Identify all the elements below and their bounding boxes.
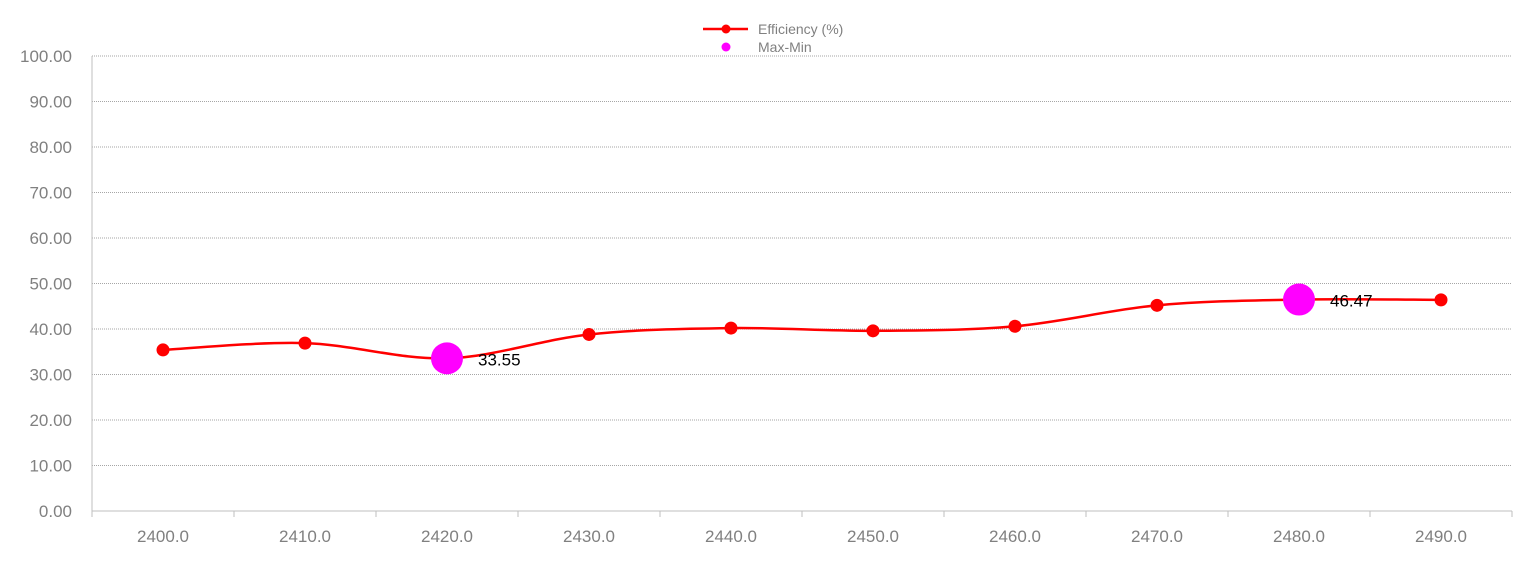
x-tick-label: 2440.0	[705, 527, 757, 546]
data-point-efficiency	[298, 336, 312, 350]
series-line-efficiency	[162, 297, 1442, 360]
x-tick-label: 2480.0	[1273, 527, 1325, 546]
series-layer: 33.55 46.47	[156, 283, 1448, 375]
y-axis-ticks: 0.00 10.00 20.00 30.00 40.00 50.00 60.00 70.00 8…	[20, 47, 72, 521]
data-point-efficiency	[582, 327, 596, 341]
max-min-data-label: 33.55	[478, 350, 521, 369]
x-tick-label: 2430.0	[563, 527, 615, 546]
legend-label-efficiency: Efficiency (%)	[758, 21, 843, 37]
x-tick-label: 2420.0	[421, 527, 473, 546]
y-tick-label: 20.00	[29, 411, 72, 430]
data-point-efficiency	[156, 343, 170, 357]
y-tick-label: 80.00	[29, 138, 72, 157]
data-point-efficiency	[1434, 293, 1448, 307]
legend-label-max-min: Max-Min	[758, 39, 812, 55]
data-point-efficiency	[1008, 319, 1022, 333]
legend: Efficiency (%) Max-Min	[703, 21, 843, 55]
y-tick-label: 100.00	[20, 47, 72, 66]
y-tick-label: 50.00	[29, 275, 72, 294]
y-tick-label: 60.00	[29, 229, 72, 248]
y-tick-label: 70.00	[29, 184, 72, 203]
y-tick-label: 40.00	[29, 320, 72, 339]
y-tick-label: 90.00	[29, 93, 72, 112]
data-point-efficiency	[1150, 298, 1164, 312]
x-tick-label: 2450.0	[847, 527, 899, 546]
grid-lines	[92, 55, 1512, 466]
x-tick-label: 2410.0	[279, 527, 331, 546]
max-min-marker	[431, 342, 463, 375]
y-tick-label: 30.00	[29, 366, 72, 385]
max-min-data-label: 46.47	[1330, 292, 1373, 311]
data-point-efficiency	[724, 321, 738, 335]
y-tick-label: 0.00	[39, 502, 72, 521]
x-axis-ticks: 2400.0 2410.0 2420.0 2430.0 2440.0 2450.0 2460…	[137, 527, 1467, 546]
data-point-efficiency	[866, 324, 880, 338]
legend-marker-max-min	[721, 42, 731, 52]
max-min-marker	[1283, 283, 1315, 316]
axes	[91, 56, 1513, 517]
x-tick-label: 2460.0	[989, 527, 1041, 546]
x-tick-label: 2490.0	[1415, 527, 1467, 546]
legend-marker-efficiency	[721, 24, 731, 34]
x-tick-label: 2400.0	[137, 527, 189, 546]
x-tick-label: 2470.0	[1131, 527, 1183, 546]
y-tick-label: 10.00	[29, 457, 72, 476]
